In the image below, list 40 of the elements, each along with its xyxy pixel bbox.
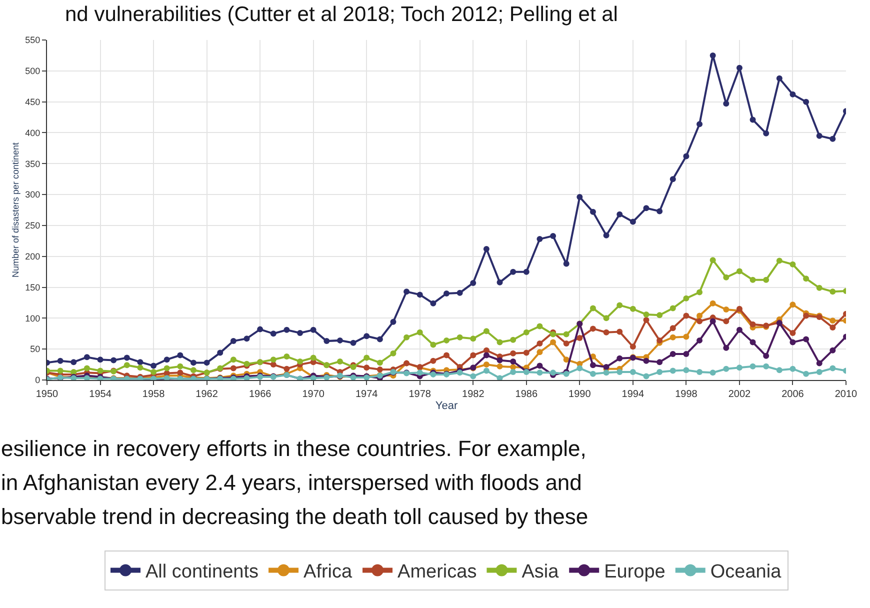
x-axis-title: Year <box>435 400 458 412</box>
y-axis-title: Number of disasters per continent <box>10 142 21 278</box>
y-tick-label: 500 <box>25 66 40 76</box>
text: in Afghanistan every 2.4 years, interspersed with floods and <box>1 470 582 495</box>
x-tick-label: 2006 <box>782 389 804 400</box>
legend-label: Americas <box>398 562 477 583</box>
y-tick-label: 550 <box>25 35 40 46</box>
text: bservable trend in decreasing the death toll caused by these <box>1 504 588 529</box>
x-tick-label: 2010 <box>834 389 858 400</box>
y-tick-label: 0 <box>35 375 40 386</box>
x-tick-label: 1990 <box>568 389 592 400</box>
y-tick-label: 150 <box>25 282 40 292</box>
y-tick-label: 400 <box>25 128 40 138</box>
y-tick-label: 200 <box>25 252 40 262</box>
x-tick-label: 2002 <box>728 389 752 400</box>
x-tick-label: 1962 <box>196 389 218 400</box>
x-tick-label: 1970 <box>302 389 325 400</box>
x-tick-label: 1966 <box>248 389 272 400</box>
legend-label: Oceania <box>710 562 782 583</box>
legend-label: Asia <box>522 562 560 583</box>
y-tick-label: 300 <box>25 190 40 200</box>
text: esilience in recovery efforts in these countries. For example, <box>1 436 586 461</box>
x-tick-label: 1950 <box>36 389 59 400</box>
x-tick-label: 1974 <box>355 389 378 400</box>
x-tick-label: 1954 <box>89 389 112 400</box>
y-tick-label: 350 <box>25 158 40 169</box>
y-tick-label: 450 <box>25 96 40 107</box>
text: nd vulnerabilities (Cutter et al 2018; Toch 2012; Pelling et al <box>65 3 618 26</box>
legend-label: Europe <box>604 562 666 583</box>
y-tick-label: 50 <box>30 344 40 354</box>
legend-label: Africa <box>304 562 353 583</box>
y-tick-label: 100 <box>25 313 40 324</box>
y-tick-label: 250 <box>25 220 40 231</box>
x-tick-label: 1986 <box>515 389 538 400</box>
x-tick-label: 1982 <box>462 389 485 400</box>
legend-label: All continents <box>146 562 259 583</box>
x-tick-label: 1994 <box>622 389 644 400</box>
x-tick-label: 1958 <box>142 389 166 400</box>
x-tick-label: 1978 <box>408 389 432 400</box>
x-tick-label: 1998 <box>675 389 698 400</box>
